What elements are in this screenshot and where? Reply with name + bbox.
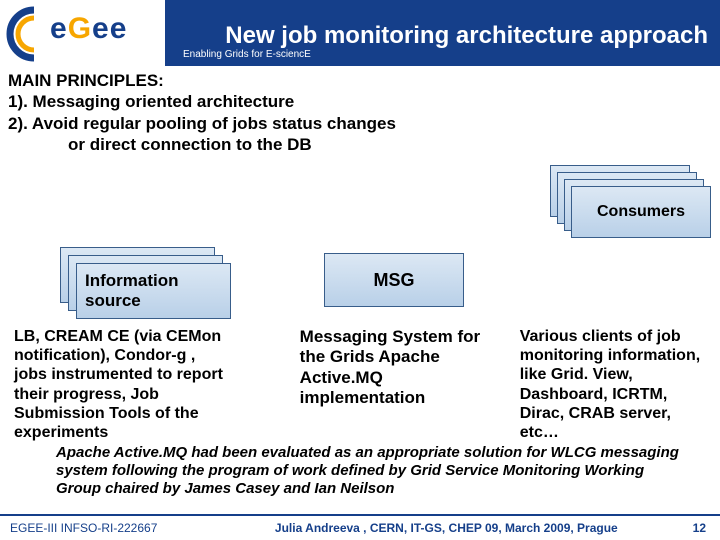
logo-letter-e1: e xyxy=(50,12,68,45)
header-right: New job monitoring architecture approach… xyxy=(165,0,720,66)
footer-left: EGEE-III INFSO-RI-222667 xyxy=(0,521,200,535)
info-source-label: Information source xyxy=(85,271,230,311)
logo-letter-ee: ee xyxy=(92,12,127,45)
msg-label: MSG xyxy=(373,270,414,291)
principles-line3: or direct connection to the DB xyxy=(8,134,712,155)
slide-header: eGee New job monitoring architecture app… xyxy=(0,0,720,66)
principles-heading: MAIN PRINCIPLES: xyxy=(8,70,712,91)
footer-page-number: 12 xyxy=(693,521,720,535)
principles-line2: 2). Avoid regular pooling of jobs status… xyxy=(8,113,712,134)
info-source-box: Information source xyxy=(76,263,231,319)
msg-box: MSG xyxy=(324,253,464,307)
consumers-box: Consumers xyxy=(571,186,711,238)
slide-title: New job monitoring architecture approach xyxy=(165,21,720,49)
principles-line1: 1). Messaging oriented architecture xyxy=(8,91,712,112)
slide-footer: EGEE-III INFSO-RI-222667 Julia Andreeva … xyxy=(0,514,720,540)
logo-text: eGee xyxy=(50,12,127,46)
diagram-area: Information source MSG Consumers xyxy=(0,155,720,365)
footer-mid: Julia Andreeva , CERN, IT-GS, CHEP 09, M… xyxy=(200,521,693,535)
logo-area: eGee xyxy=(0,0,165,66)
slide-subtitle: Enabling Grids for E-sciencE xyxy=(165,49,720,66)
egee-logo: eGee xyxy=(6,6,156,60)
principles-block: MAIN PRINCIPLES: 1). Messaging oriented … xyxy=(0,66,720,155)
consumers-label: Consumers xyxy=(597,203,685,221)
logo-letter-g: G xyxy=(68,12,92,45)
evaluation-note: Apache Active.MQ had been evaluated as a… xyxy=(0,442,720,498)
